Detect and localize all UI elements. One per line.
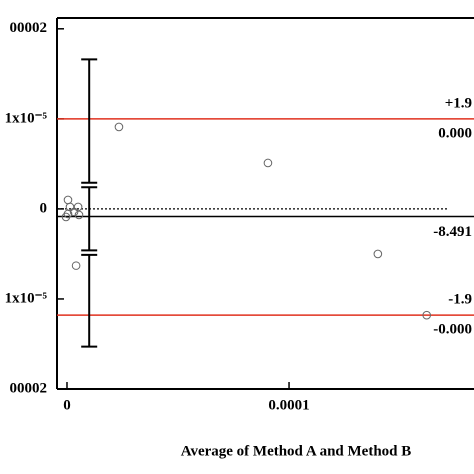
y-tick-label: 1x10⁻⁵	[5, 290, 48, 306]
reference-label: -8.491	[433, 224, 472, 240]
point	[422, 310, 432, 320]
point	[65, 202, 75, 212]
y-tick-label: 00002	[10, 20, 48, 36]
point	[114, 122, 124, 132]
y-tick-label: 1x10⁻⁵	[5, 110, 48, 126]
x-tick-label: 0.0001	[268, 397, 309, 413]
x-axis-title: Average of Method A and Method B	[181, 443, 412, 459]
y-tick-label: 00002	[10, 380, 48, 396]
point	[61, 212, 71, 222]
reference-label: -0.000	[433, 322, 472, 338]
point	[373, 249, 383, 259]
y-tick-label: 0	[40, 200, 48, 216]
point	[74, 210, 84, 220]
point	[73, 202, 83, 212]
reference-label: 0.000	[438, 125, 472, 141]
x-tick-label: 0	[63, 397, 71, 413]
reference-label: -1.9	[448, 292, 472, 308]
point	[63, 195, 73, 205]
reference-label: +1.9	[445, 95, 472, 111]
point	[263, 158, 273, 168]
point	[71, 261, 81, 270]
